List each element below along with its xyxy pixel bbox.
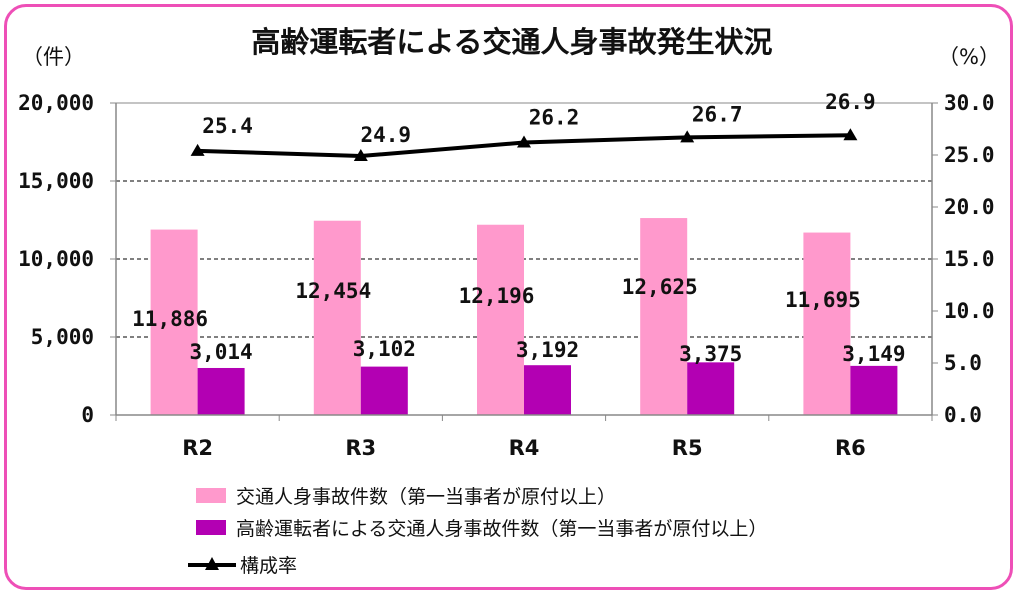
rate-point-marker [843,128,858,141]
right-tick-label: 5.0 [944,351,982,375]
data-label-rate: 26.9 [825,90,876,114]
rate-line [190,128,858,162]
data-label-rate: 24.9 [361,123,412,147]
legend-swatch-total [196,488,226,503]
right-tick-label: 20.0 [944,195,995,219]
rate-point-marker [680,130,695,143]
left-tick-label: 10,000 [18,247,94,271]
data-label-total: 11,695 [785,288,861,312]
axes: 0 5,000 10,000 15,000 20,000 0.0 5.0 10.0 15.0 20… [18,91,994,460]
legend-swatch-rate-marker [205,557,219,570]
data-labels: 11,886 3,014 12,454 3,102 12,196 3,192 12,625 3… [132,90,905,366]
right-tick-label: 10.0 [944,299,995,323]
bar-elderly-accidents [850,365,898,415]
rate-point-marker [353,149,368,162]
bars [150,218,898,415]
right-tick-label: 30.0 [944,91,995,115]
data-label-rate: 25.4 [202,114,253,138]
x-tick-label: R4 [509,436,540,460]
data-label-elderly: 3,375 [679,342,742,366]
left-axis-unit: （件） [22,45,85,69]
data-label-elderly: 3,102 [353,337,416,361]
left-tick-label: 15,000 [18,169,94,193]
data-label-elderly: 3,192 [516,338,579,362]
bar-elderly-accidents [197,367,245,415]
data-label-total: 12,625 [622,275,698,299]
bar-total-accidents [313,220,361,415]
legend-label-total: 交通人身事故件数（第一当事者が原付以上） [236,486,616,508]
data-label-total: 12,196 [459,284,535,308]
right-axis-unit: （%） [938,45,1000,69]
x-tick-label: R6 [835,436,866,460]
data-label-total: 12,454 [295,279,371,303]
bar-elderly-accidents [687,362,735,415]
data-label-rate: 26.2 [529,106,580,130]
x-tick-label: R2 [182,436,213,460]
legend: 交通人身事故件数（第一当事者が原付以上） 高齢運転者による交通人身事故件数（第一当… [188,486,767,577]
right-tick-label: 15.0 [944,247,995,271]
right-tick-label: 0.0 [944,403,982,427]
data-label-rate: 26.7 [692,102,743,126]
legend-label-rate: 構成率 [240,555,297,577]
data-label-elderly: 3,149 [842,342,905,366]
bar-elderly-accidents [524,365,571,415]
left-tick-label: 0 [81,403,94,427]
rate-point-marker [517,135,531,148]
left-tick-label: 5,000 [31,325,94,349]
chart-title: 高齢運転者による交通人身事故発生状況 [251,25,772,59]
right-tick-label: 25.0 [944,143,995,167]
x-tick-label: R3 [345,436,376,460]
x-tick-label: R5 [672,436,703,460]
bar-elderly-accidents [360,366,408,415]
rate-point-marker [190,143,205,156]
legend-swatch-elderly [196,520,226,535]
bar-total-accidents [803,232,851,415]
bar-total-accidents [640,218,688,415]
legend-label-elderly: 高齢運転者による交通人身事故件数（第一当事者が原付以上） [236,518,767,540]
data-label-total: 11,886 [132,307,208,331]
bar-total-accidents [150,229,198,415]
data-label-elderly: 3,014 [189,340,252,364]
bar-total-accidents [477,224,524,415]
left-tick-label: 20,000 [18,91,94,115]
